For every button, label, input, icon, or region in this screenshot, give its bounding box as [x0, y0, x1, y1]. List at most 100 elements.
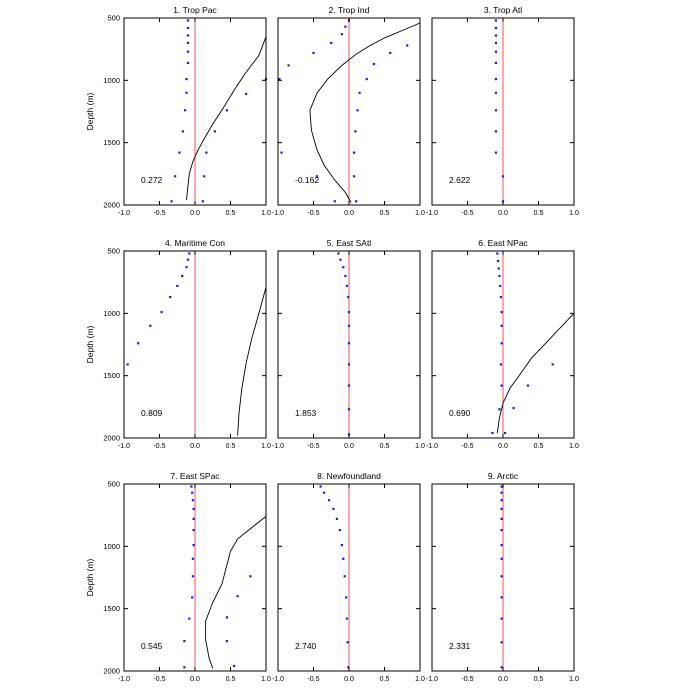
data-point: [491, 431, 494, 435]
data-point: [315, 175, 319, 178]
data-point: [338, 529, 341, 532]
data-point: [358, 91, 361, 94]
data-point: [512, 407, 515, 410]
data-point: [191, 499, 194, 502]
data-point: [500, 499, 503, 502]
data-point: [496, 252, 499, 255]
data-point: [494, 130, 497, 133]
data-point: [347, 296, 350, 299]
x-tick-label: -0.5: [461, 443, 473, 450]
data-point: [347, 408, 351, 411]
panel-value: 0.690: [449, 408, 471, 418]
data-point: [137, 342, 140, 345]
data-point: [339, 258, 342, 261]
panel-9: 9. Arctic -1.0 -0.5 0.0 0.5 1.0 2.331: [426, 471, 579, 683]
x-tick-label: 0.0: [344, 210, 354, 217]
data-point: [225, 109, 228, 112]
data-point: [192, 544, 195, 547]
data-point: [249, 575, 252, 578]
data-point: [342, 266, 345, 269]
data-point: [500, 384, 503, 387]
data-point: [343, 575, 346, 578]
data-point: [126, 363, 129, 366]
x-tick-label: -0.5: [307, 443, 319, 450]
data-point: [356, 109, 359, 112]
x-tick-label: -0.5: [461, 676, 473, 683]
y-axis-label: Depth (m): [85, 325, 95, 363]
x-tick-label: -1.0: [272, 210, 284, 217]
x-tick-label: 0.5: [226, 210, 236, 217]
data-point: [494, 78, 497, 81]
x-tick-label: -1.0: [426, 676, 438, 683]
data-point: [345, 284, 348, 287]
data-point: [494, 34, 497, 37]
data-point: [497, 267, 500, 270]
panel-value: 2.622: [449, 175, 471, 185]
data-point: [186, 34, 189, 37]
panel-value: -0.162: [295, 175, 319, 185]
data-point: [500, 666, 503, 669]
data-point: [500, 507, 503, 510]
data-point: [354, 130, 357, 133]
x-tick-label: -1.0: [118, 443, 130, 450]
panel-title: 3. Trop Atl: [484, 5, 522, 15]
data-point: [186, 26, 189, 30]
panel-6: 6. East NPac -1.0 -0.5 0.0 0.5 1.0 0.690: [426, 238, 579, 450]
data-point: [500, 641, 503, 644]
panel-8: 8. Newfoundland -1.0 -0.5 0.0 0.5 1.0 2.740: [272, 471, 425, 683]
panel-value: 2.740: [295, 641, 317, 651]
data-point: [191, 557, 194, 560]
panel-7: 7. East SPac -1.0 -0.5 0.0 0.5 1.0 500 1000 1500…: [85, 471, 271, 683]
x-tick-label: 1.0: [569, 676, 579, 683]
x-tick-label: 1.0: [415, 676, 425, 683]
data-point: [178, 151, 181, 154]
data-point: [328, 499, 331, 502]
x-tick-label: 1.0: [261, 210, 271, 217]
data-point: [551, 363, 554, 366]
data-point: [365, 78, 368, 81]
data-point: [406, 44, 409, 47]
data-point: [185, 91, 188, 94]
data-point: [355, 200, 358, 203]
data-point: [312, 51, 315, 54]
panel-value: 2.331: [449, 641, 471, 651]
data-point: [346, 641, 349, 644]
data-point: [186, 258, 189, 261]
data-point: [500, 517, 503, 520]
y-axis-label: Depth (m): [85, 558, 95, 596]
x-tick-label: 1.0: [569, 210, 579, 217]
x-tick-label: 1.0: [569, 443, 579, 450]
data-point: [186, 41, 189, 44]
data-point: [344, 274, 347, 277]
data-point: [500, 342, 503, 345]
data-point: [287, 64, 290, 67]
x-tick-label: 1.0: [261, 676, 271, 683]
data-point: [191, 596, 194, 599]
data-point: [236, 595, 239, 598]
data-point: [184, 109, 187, 112]
y-tick-label: 1000: [103, 76, 120, 85]
data-point: [280, 151, 283, 154]
data-point: [500, 324, 503, 327]
data-point: [205, 151, 208, 154]
data-point: [192, 529, 195, 532]
data-point: [213, 130, 216, 133]
data-point: [500, 557, 503, 560]
x-tick-label: 0.5: [226, 676, 236, 683]
data-point: [496, 259, 500, 263]
panel-5: 5. East SAtl -1.0 -0.5 0.0 0.5 1.0 1.853: [272, 238, 425, 450]
correlation-curve: [186, 36, 267, 201]
data-point: [201, 200, 204, 203]
data-point: [347, 666, 350, 669]
y-tick-label: 500: [107, 14, 120, 23]
data-point: [500, 491, 503, 494]
panel-value: 1.853: [295, 408, 317, 418]
correlation-curve: [309, 22, 421, 203]
x-tick-label: -0.5: [153, 443, 165, 450]
data-point: [499, 296, 502, 299]
data-point: [192, 507, 195, 510]
y-tick-label: 2000: [103, 434, 120, 443]
x-tick-label: -1.0: [272, 443, 284, 450]
y-tick-label: 1000: [103, 542, 120, 551]
y-tick-label: 500: [107, 480, 120, 489]
